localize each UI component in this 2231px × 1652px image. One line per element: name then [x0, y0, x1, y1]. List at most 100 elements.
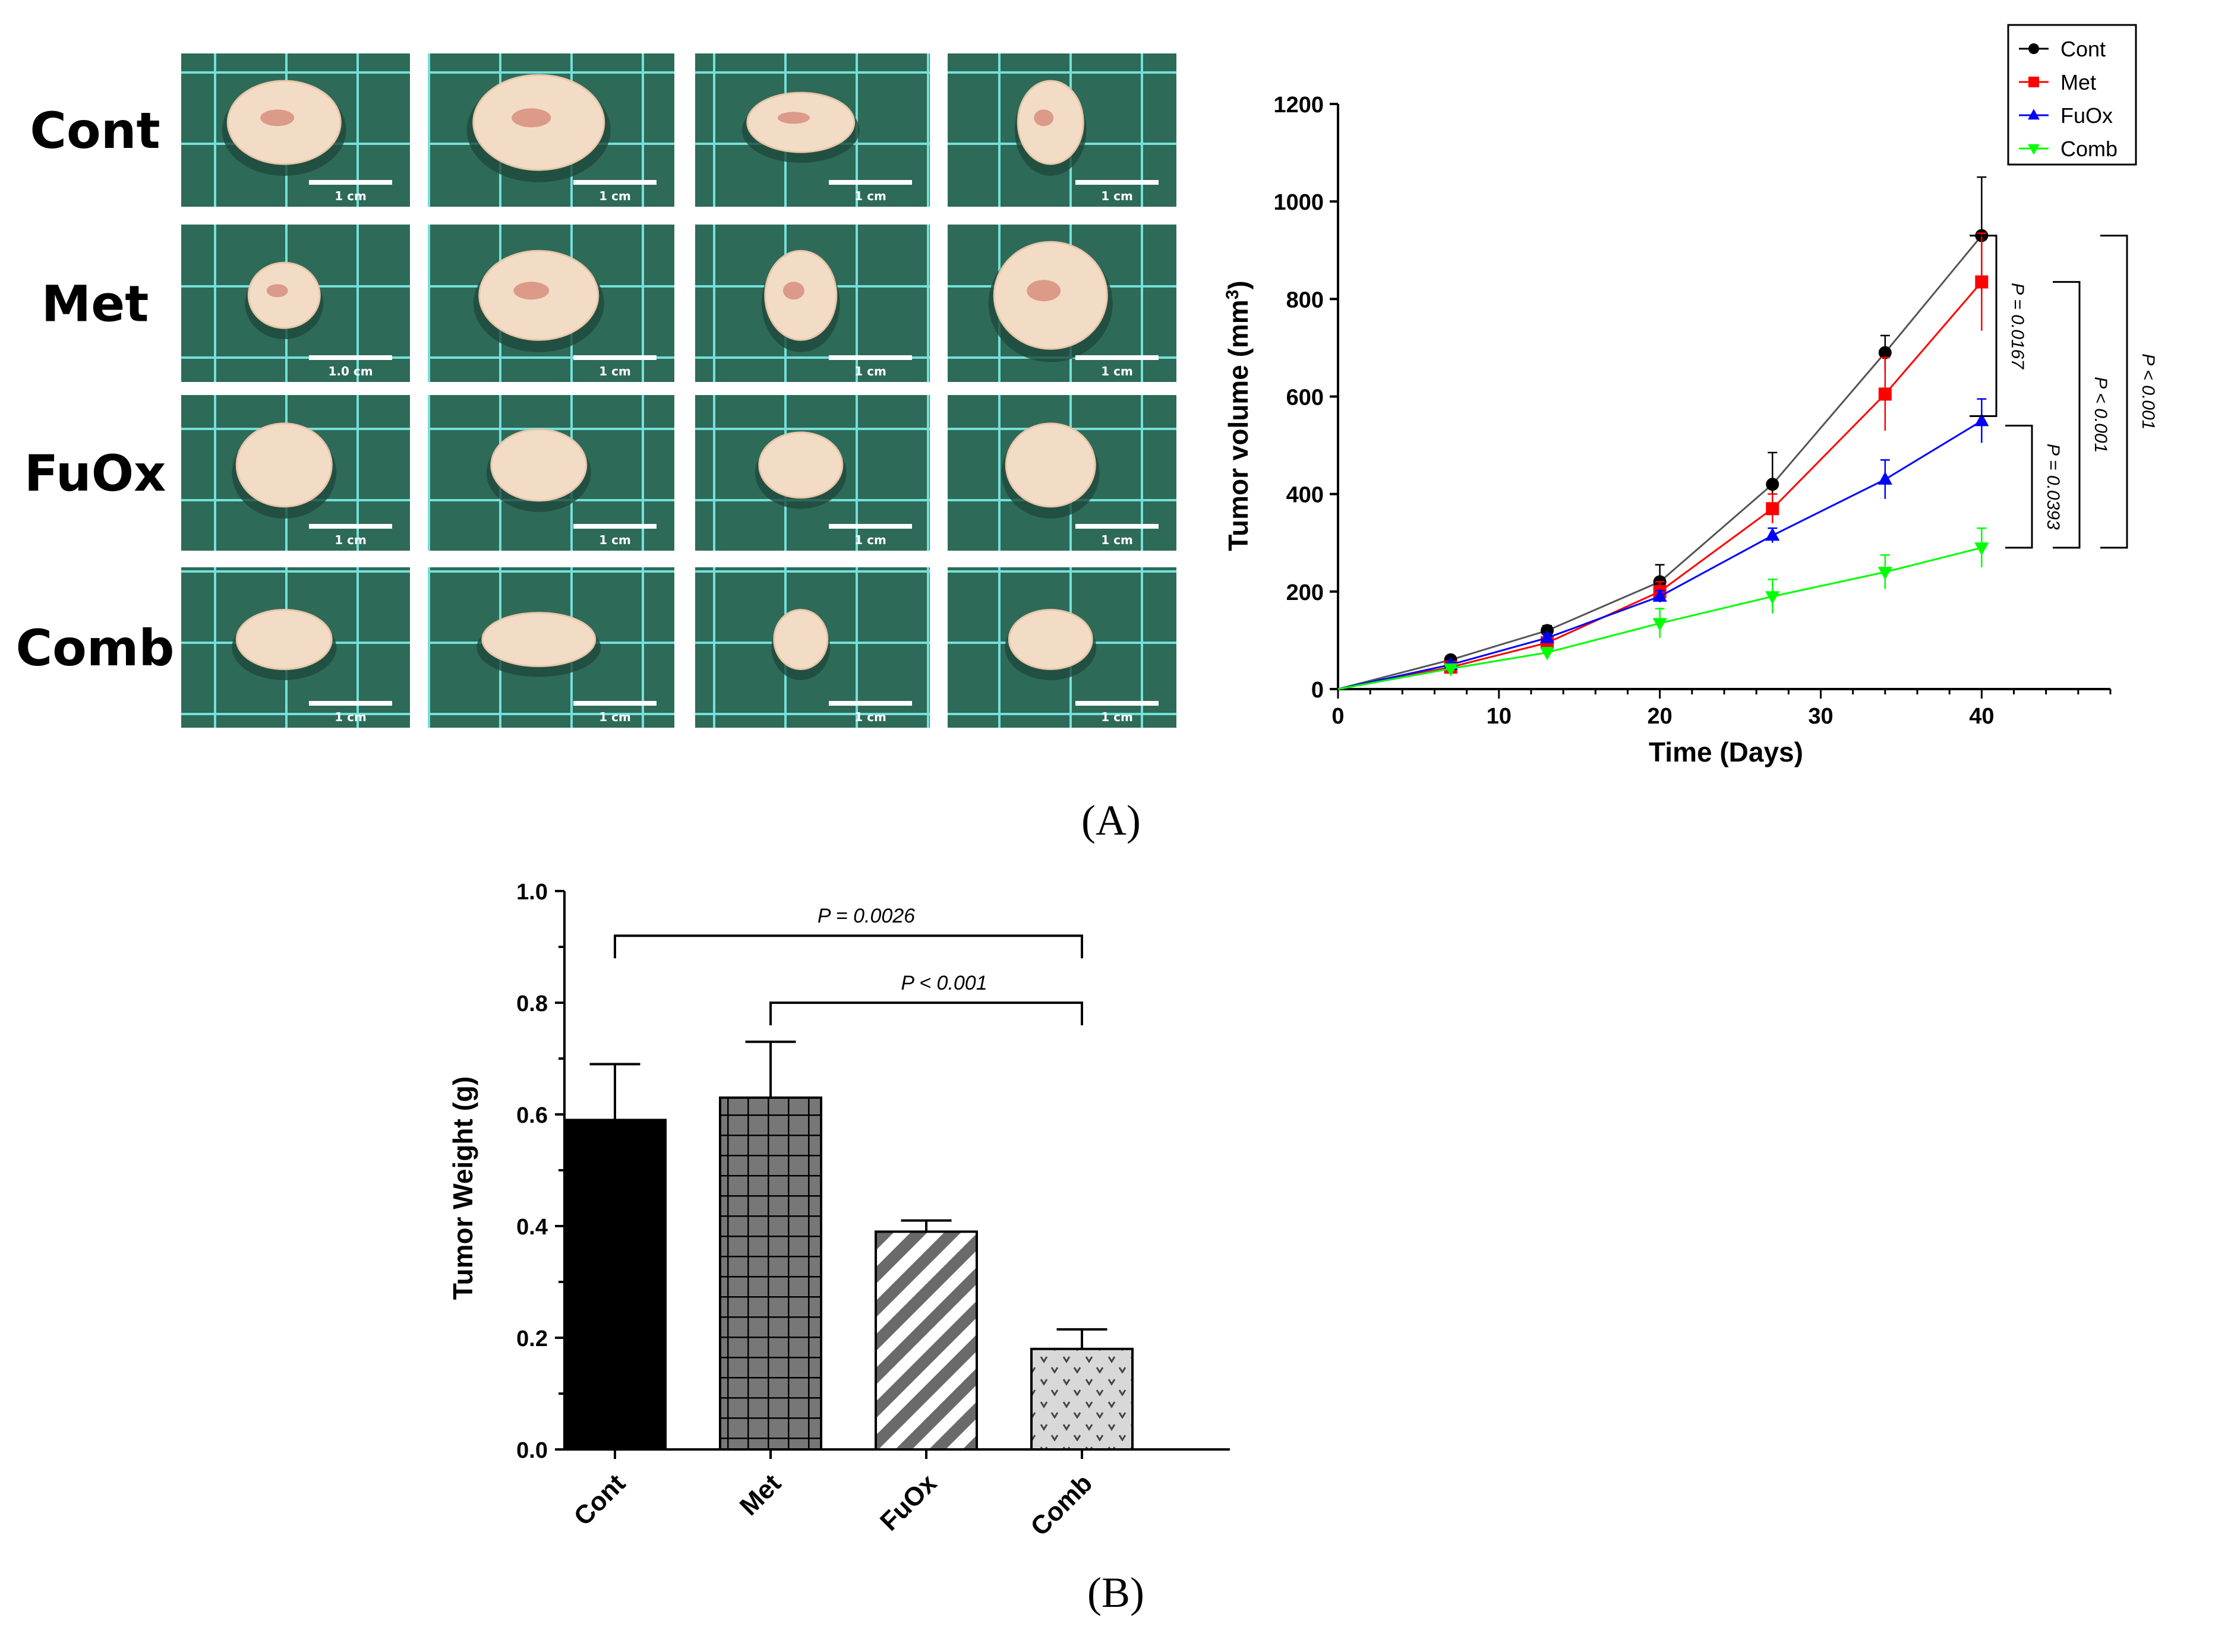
significance-label: P = 0.0167	[2008, 283, 2027, 369]
data-point	[1765, 591, 1780, 605]
panel-label-a: (A)	[1081, 797, 1141, 844]
data-point	[1766, 502, 1779, 516]
y-tick-label: 0	[1311, 678, 1324, 703]
y-axis-title: Tumor volume (mm3)	[1223, 280, 1254, 551]
data-point	[1974, 413, 1989, 427]
x-axis-title: Time (Days)	[1649, 737, 1803, 767]
tumor-specimen	[226, 80, 342, 165]
significance-label: P < 0.001	[901, 972, 987, 994]
scale-label: 1 cm	[854, 710, 886, 724]
tumor-photo: 1 cm	[428, 53, 674, 207]
tumor-photo: 1 cm	[428, 395, 674, 551]
row-label-cont: Cont	[30, 102, 160, 160]
y-tick-label: 0.2	[516, 1326, 548, 1351]
bar-met: Met	[719, 1040, 822, 1521]
bar-cont: Cont	[563, 1063, 667, 1531]
significance-label: P = 0.0393	[2043, 444, 2063, 530]
y-tick-label: 1200	[1273, 93, 1324, 118]
significance-bracket: P < 0.001	[2053, 281, 2110, 549]
legend-marker	[2028, 144, 2040, 155]
legend-marker	[2028, 43, 2039, 54]
data-point	[1974, 542, 1989, 556]
scale-bar	[1075, 180, 1159, 185]
panel-label-b: (B)	[1087, 1569, 1144, 1616]
data-point	[1443, 663, 1458, 677]
legend-marker	[2028, 77, 2039, 87]
row-label-met: Met	[42, 275, 149, 333]
significance-bracket: P = 0.0026	[614, 905, 1083, 959]
series-cont	[1337, 176, 1989, 690]
bar	[563, 1119, 667, 1451]
blood-spot	[512, 108, 551, 128]
data-point	[1652, 588, 1667, 602]
row-label-fuox: FuOx	[24, 444, 166, 503]
tumor-photo: 1 cm	[948, 225, 1176, 382]
significance-label: P < 0.001	[2091, 377, 2110, 453]
bracket-line	[1970, 235, 1998, 418]
y-tick-label: 0.6	[516, 1103, 548, 1128]
scale-label: 1 cm	[854, 533, 886, 547]
significance-bracket: P < 0.001	[2100, 235, 2158, 549]
tumor-photo: 1 cm	[181, 53, 410, 207]
scale-bar	[573, 701, 657, 706]
tumor-photo-grid: Cont 1 cm 1 cm 1 cm 1 cm Met 1.0 cm 1 cm 1 cm 1 c…	[15, 53, 1176, 728]
data-point	[1765, 527, 1780, 541]
tumor-volume-line-chart: 0 200 400 600 800 1000 1200 0 10 20 30 40 P = 0.016…	[1223, 24, 2158, 767]
y-axis-title: Tumor Weight (g)	[447, 1076, 478, 1300]
y-tick-label: 400	[1286, 483, 1324, 508]
legend-item-fuox: FuOx	[2019, 103, 2113, 128]
tumor-photo: 1 cm	[695, 53, 930, 207]
x-tick-label: Comb	[1025, 1468, 1098, 1542]
x-tick-label: 20	[1648, 704, 1673, 729]
data-point	[1878, 387, 1892, 401]
significance-label: P < 0.001	[2138, 353, 2158, 429]
tumor-specimen	[758, 431, 844, 499]
scale-bar	[309, 180, 392, 185]
legend-label: Cont	[2060, 37, 2106, 61]
tumor-photo: 1 cm	[695, 567, 930, 728]
scale-bar	[573, 524, 657, 529]
data-point	[1766, 478, 1779, 491]
x-tick-label: FuOx	[875, 1468, 943, 1537]
tumor-weight-bar-chart: 0.0 0.2 0.4 0.6 0.8 1.0 Cont Met FuOx Comb P = 0…	[447, 880, 1230, 1542]
tumor-specimen	[235, 609, 333, 670]
tumor-photo: 1.0 cm	[181, 225, 410, 382]
scale-label: 1 cm	[335, 710, 367, 724]
data-point	[1878, 346, 1892, 359]
legend-label: Met	[2060, 70, 2096, 94]
scale-label: 1 cm	[1101, 710, 1133, 724]
scale-bar	[829, 524, 912, 529]
y-tick-label: 1.0	[516, 880, 548, 905]
blood-spot	[266, 284, 288, 298]
bracket-line	[614, 934, 1083, 959]
scale-bar	[309, 355, 392, 360]
tumor-photo: 1 cm	[948, 395, 1176, 551]
blood-spot	[782, 282, 804, 300]
legend-item-cont: Cont	[2019, 37, 2106, 61]
y-tick-label: 600	[1286, 386, 1324, 410]
tumor-specimen	[773, 609, 829, 670]
data-point	[1652, 618, 1667, 631]
tumor-photo: 1 cm	[428, 567, 674, 728]
x-tick-label: Cont	[569, 1468, 632, 1531]
tumor-specimen	[993, 241, 1108, 350]
bar	[1030, 1347, 1134, 1451]
scale-label: 1 cm	[1101, 189, 1133, 203]
scale-bar	[829, 180, 912, 185]
y-tick-label: 0.8	[516, 991, 548, 1016]
x-tick-label: Met	[734, 1468, 787, 1521]
tumor-specimen	[1005, 422, 1096, 508]
x-tick-label: 10	[1487, 704, 1511, 729]
x-tick-label: 40	[1969, 704, 1994, 729]
y-tick-label: 0.4	[516, 1215, 548, 1240]
tumor-specimen	[472, 74, 605, 171]
scale-bar	[829, 701, 912, 706]
tumor-photo: 1 cm	[695, 225, 930, 382]
scale-label: 1 cm	[599, 710, 631, 724]
tumor-photo: 1 cm	[181, 567, 410, 728]
tumor-photo: 1 cm	[948, 53, 1176, 207]
scale-label: 1 cm	[335, 189, 367, 203]
row-label-comb: Comb	[15, 619, 174, 677]
scale-label: 1.0 cm	[328, 364, 373, 378]
significance-bracket: P < 0.001	[769, 972, 1083, 1025]
